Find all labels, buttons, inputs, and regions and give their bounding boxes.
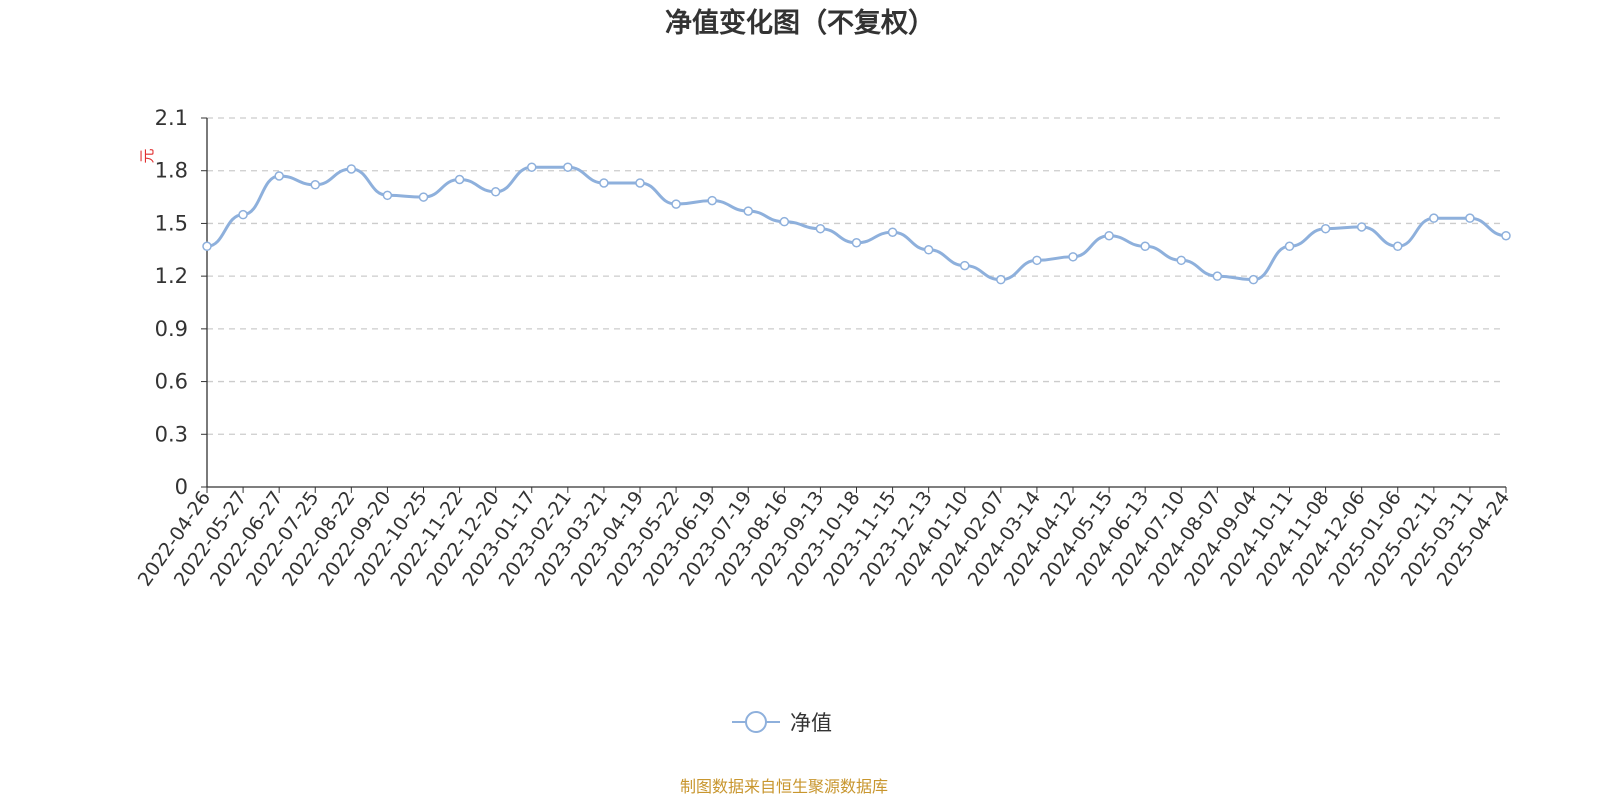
y-tick-label: 1.5	[155, 211, 188, 235]
axes	[206, 118, 1506, 488]
grid-lines	[207, 117, 1500, 435]
data-point[interactable]	[418, 192, 429, 202]
legend-label: 净值	[790, 711, 832, 735]
data-point[interactable]	[346, 164, 357, 174]
data-point[interactable]	[310, 180, 320, 190]
data-point[interactable]	[779, 216, 790, 227]
data-point[interactable]	[635, 178, 645, 188]
source-note: 制图数据来自恒生聚源数据库	[680, 777, 888, 796]
data-point[interactable]	[1248, 274, 1259, 285]
data-point[interactable]	[202, 241, 212, 252]
data-point[interactable]	[490, 187, 501, 197]
y-axis-unit: 元	[138, 148, 156, 163]
data-point[interactable]	[1176, 255, 1186, 266]
data-point[interactable]	[1212, 271, 1223, 281]
data-point[interactable]	[1140, 241, 1150, 252]
y-tick-label: 0.6	[155, 370, 188, 394]
data-point[interactable]	[887, 227, 898, 237]
data-point[interactable]	[851, 238, 862, 248]
data-point[interactable]	[1104, 230, 1114, 241]
y-axis-ticks: 0 0.3 0.6 0.9 1.2 1.5 1.8 2.1	[155, 106, 207, 499]
data-point[interactable]	[1465, 213, 1475, 223]
y-tick-label: 0.9	[155, 317, 188, 341]
data-point[interactable]	[238, 209, 248, 220]
data-point[interactable]	[707, 195, 717, 206]
data-point[interactable]	[815, 223, 826, 234]
x-axis-ticks: 2022-04-262022-05-272022-06-272022-07-25…	[134, 487, 1514, 590]
data-point[interactable]	[1284, 241, 1295, 252]
chart-title: 净值变化图（不复权）	[665, 7, 935, 39]
data-point[interactable]	[599, 178, 609, 188]
data-point[interactable]	[923, 245, 934, 255]
data-point[interactable]	[1429, 213, 1439, 223]
data-point[interactable]	[1501, 230, 1511, 241]
data-point[interactable]	[743, 206, 753, 216]
data-point[interactable]	[382, 190, 393, 201]
data-point[interactable]	[1356, 222, 1367, 232]
y-tick-label: 1.2	[155, 264, 188, 288]
y-tick-label: 1.8	[155, 159, 188, 183]
data-point[interactable]	[1320, 223, 1331, 234]
legend[interactable]: 净值	[732, 711, 832, 735]
data-point[interactable]	[1032, 255, 1042, 266]
legend-circle-marker	[745, 711, 767, 733]
data-point[interactable]	[1068, 252, 1078, 262]
data-point[interactable]	[454, 174, 465, 185]
y-tick-label: 0	[175, 475, 188, 499]
data-point[interactable]	[1393, 241, 1403, 252]
data-point[interactable]	[671, 199, 681, 209]
y-tick-label: 0.3	[155, 422, 188, 446]
data-point[interactable]	[563, 162, 573, 172]
data-point[interactable]	[274, 171, 284, 181]
data-point[interactable]	[996, 274, 1006, 285]
data-point[interactable]	[960, 260, 970, 271]
y-tick-label: 2.1	[155, 106, 188, 130]
data-point[interactable]	[527, 162, 537, 172]
series-layer	[202, 162, 1511, 285]
